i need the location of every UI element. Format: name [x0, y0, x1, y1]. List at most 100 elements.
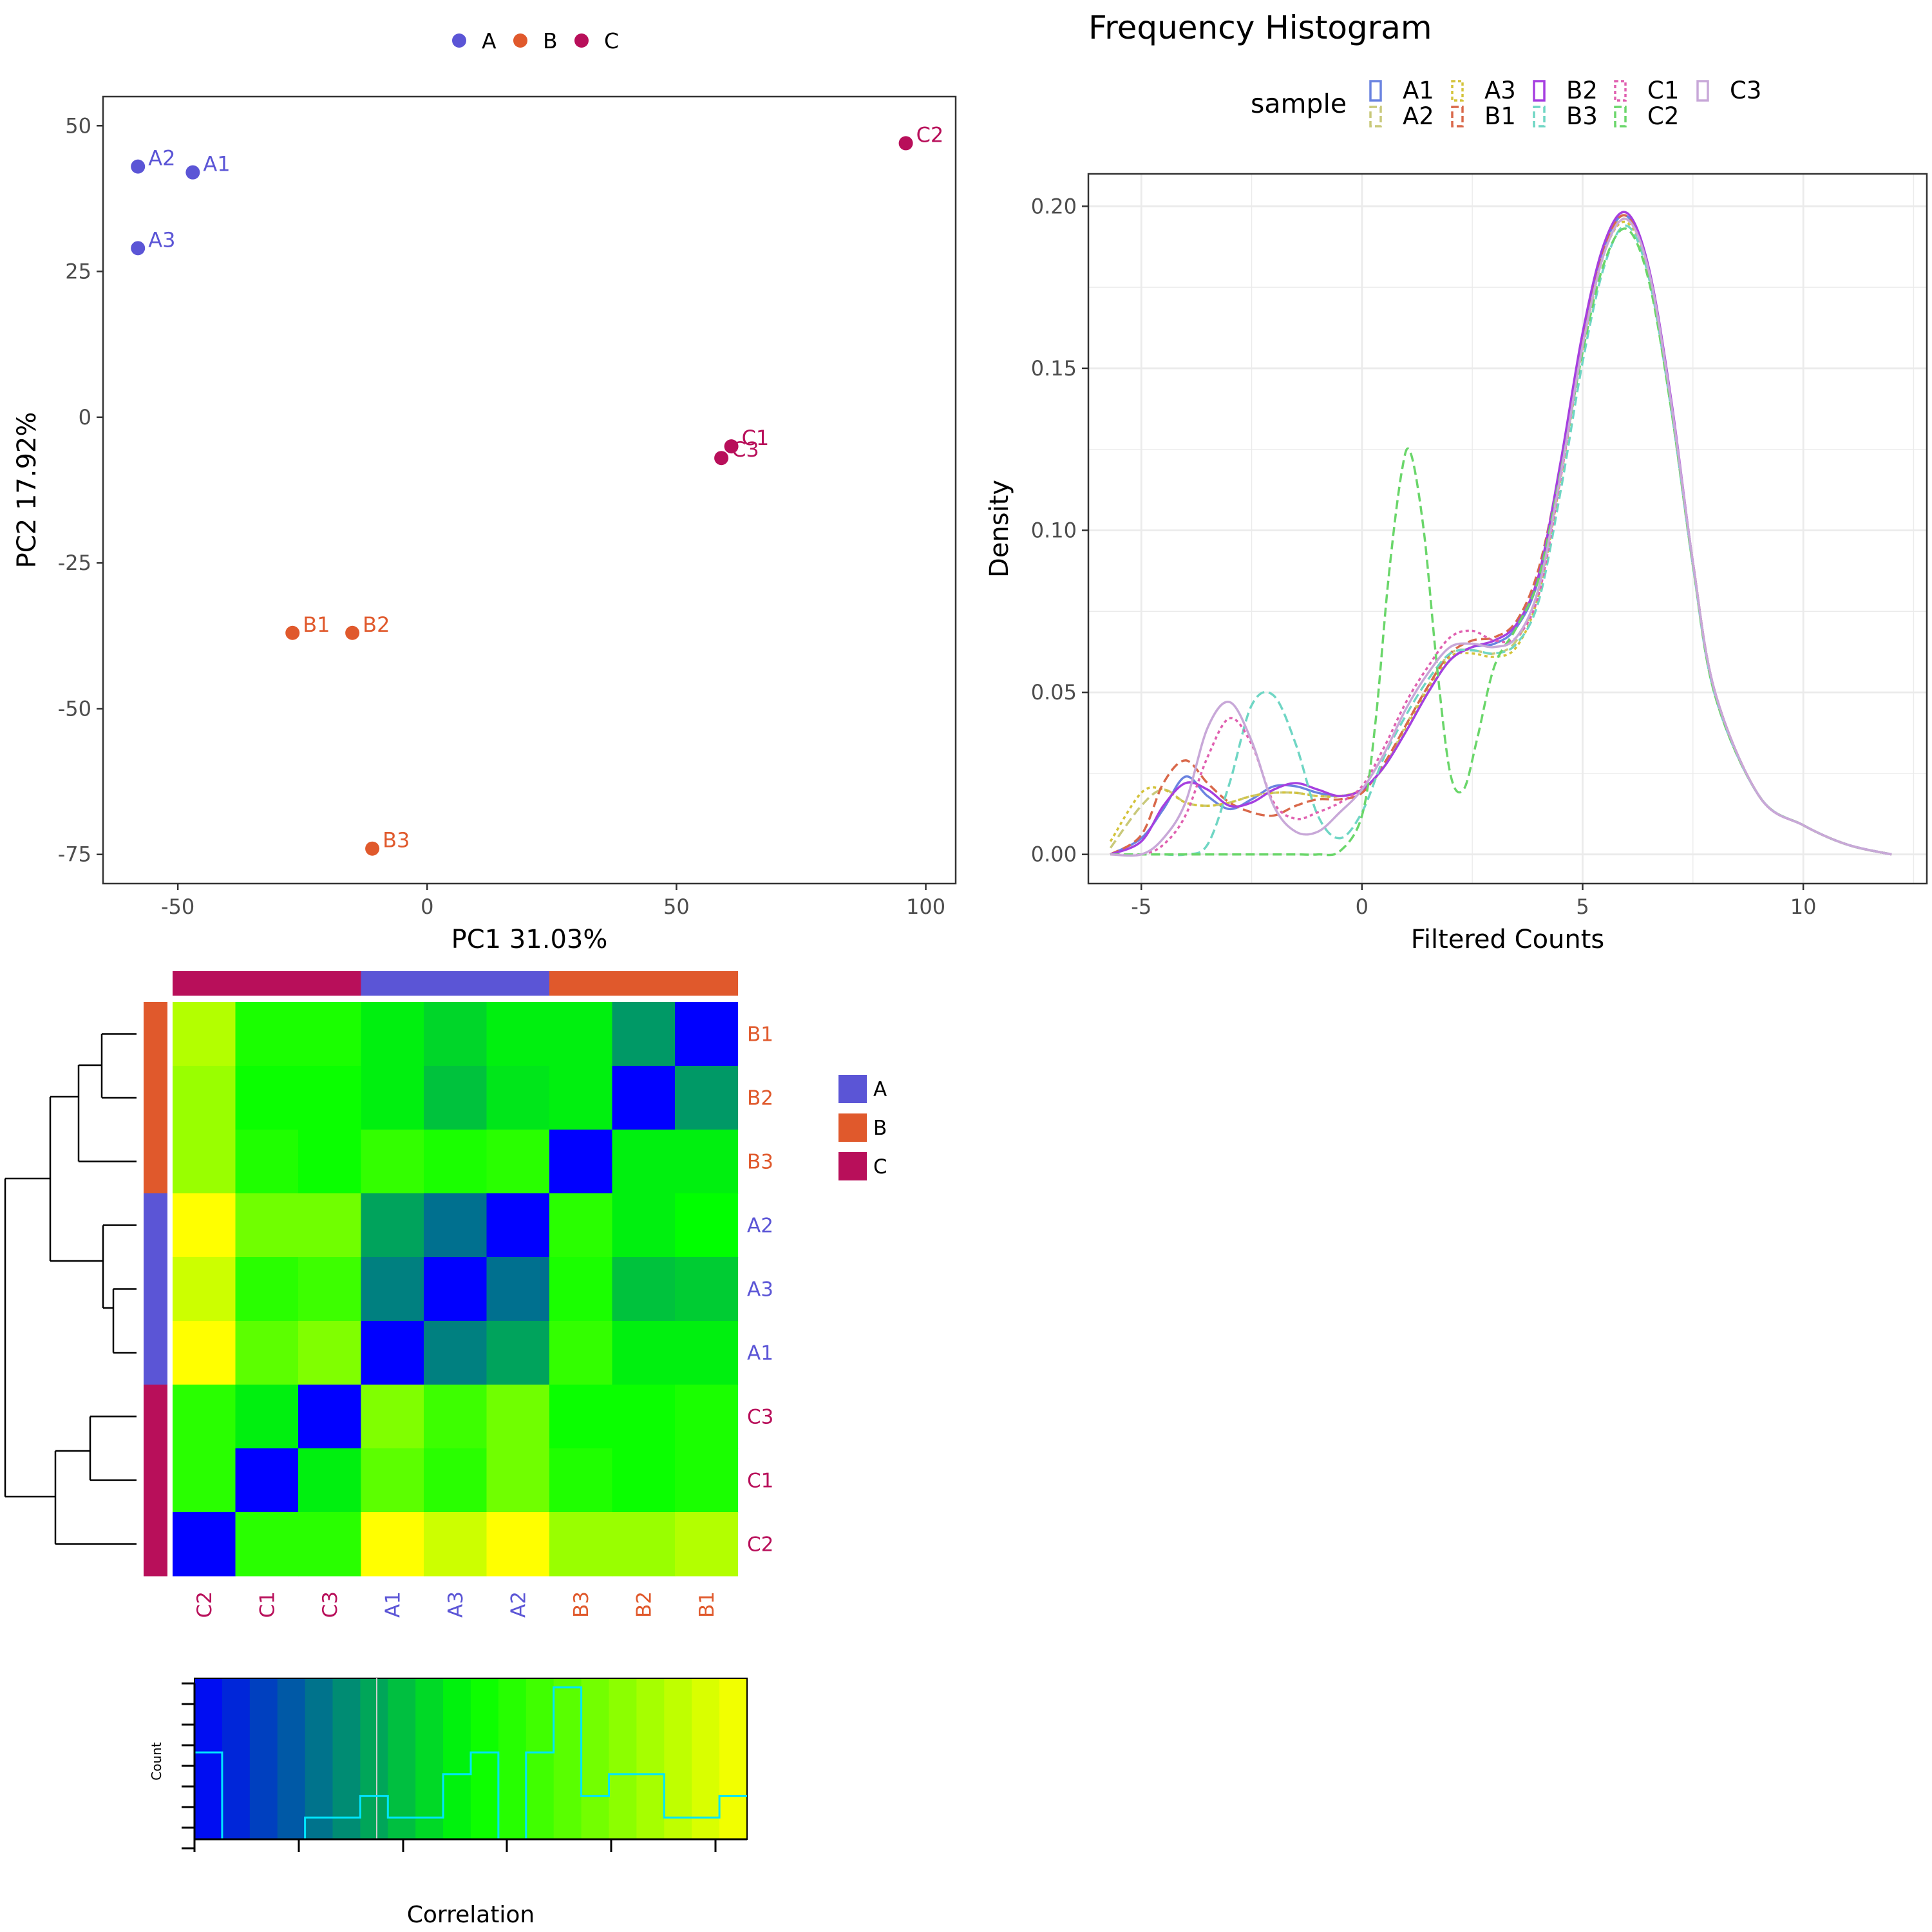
density-legend-label: B2 [1566, 77, 1598, 104]
density-line-c3 [1110, 218, 1892, 857]
column-group-cell [486, 971, 550, 996]
heatmap-cell [361, 1066, 424, 1130]
heatmap-group-legend: ABC [838, 1075, 887, 1180]
density-y-tick-label: 0.20 [1031, 194, 1077, 218]
heatmap-cell [675, 1512, 739, 1577]
density-legend-swatch [1533, 106, 1546, 128]
heatmap-cell [173, 1257, 236, 1321]
pca-point-label: A3 [148, 227, 175, 252]
heatmap-cell [298, 1385, 362, 1449]
color-key-gradient [194, 1678, 748, 1840]
density-y-tick-label: 0.15 [1031, 356, 1077, 381]
density-plot-border [1087, 173, 1928, 885]
color-key-band [609, 1678, 637, 1839]
heatmap-cell [675, 1193, 739, 1258]
heatmap-cell [173, 1385, 236, 1449]
heatmap-cell [424, 1448, 488, 1513]
heatmap-cell [424, 1193, 488, 1258]
density-legend-label: B3 [1566, 102, 1598, 130]
heatmap-row-labels: B1 B2 B3 A2 A3 A1 C3 C1 C2 [747, 1023, 773, 1557]
heatmap-cell [612, 1257, 676, 1321]
color-key-band [222, 1678, 251, 1839]
heatmap-cell [235, 1448, 299, 1513]
row-group-cell [144, 1257, 167, 1321]
pca-y-tick-label: 0 [79, 405, 91, 430]
heatmap-cell [424, 1512, 488, 1577]
column-group-bar [173, 971, 739, 996]
color-key-band [388, 1678, 416, 1839]
column-group-cell [612, 971, 676, 996]
heatmap-cell [298, 1512, 362, 1577]
color-key-band [498, 1678, 527, 1839]
density-legend-label: C2 [1647, 102, 1679, 130]
heatmap-column-label: A3 [444, 1591, 468, 1618]
color-key-histogram [194, 1686, 747, 1841]
heatmap-cell [361, 1512, 424, 1577]
pca-point [285, 625, 300, 640]
color-key-band [249, 1678, 278, 1839]
density-series [1109, 211, 1892, 857]
density-legend-swatch [1696, 80, 1709, 102]
heatmap-cell [235, 1512, 299, 1577]
heatmap-cell [298, 1066, 362, 1130]
color-key-band [664, 1678, 692, 1839]
pca-panel: A B C 50 25 0 -25 -50 -75 -50 0 50 100 A1 A2 A3 B1 B2 B… [12, 28, 957, 954]
density-line-c2 [1110, 227, 1892, 857]
heatmap-legend-label: C [873, 1155, 887, 1179]
heatmap-cell [173, 1130, 236, 1194]
color-key-axes [182, 1682, 747, 1852]
heatmap-cell [298, 1448, 362, 1513]
heatmap-cell [612, 1385, 676, 1449]
row-group-cell [144, 1066, 167, 1130]
heatmap-row-label: B2 [747, 1087, 773, 1110]
color-key-band [581, 1678, 610, 1839]
pca-legend-label: C [604, 28, 619, 53]
heatmap-cell [298, 1321, 362, 1385]
heatmap-column-label: B2 [632, 1591, 656, 1618]
row-group-bar [144, 1002, 167, 1577]
pca-point-label: C2 [916, 122, 944, 147]
pca-point [714, 451, 729, 466]
heatmap-column-label: A1 [381, 1591, 404, 1618]
heatmap-cell [173, 1448, 236, 1513]
heatmap-cell [298, 1002, 362, 1066]
heatmap-cell [486, 1512, 550, 1577]
heatmap-cell [549, 1193, 613, 1258]
color-key-band [692, 1678, 720, 1839]
heatmap-cell [235, 1002, 299, 1066]
pca-x-label: PC1 31.03% [451, 925, 608, 954]
pca-point [131, 241, 146, 256]
heatmap-cell [486, 1448, 550, 1513]
density-y-tick-label: 0.00 [1031, 842, 1077, 867]
density-y-tick-label: 0.10 [1031, 518, 1077, 543]
density-legend-swatch [1614, 80, 1627, 102]
density-legend-swatch [1451, 106, 1464, 128]
heatmap-cell [361, 1130, 424, 1194]
density-x-tick-label: 10 [1790, 895, 1817, 919]
density-title: Frequency Histogram [1088, 9, 1432, 46]
color-key-histogram-line [194, 1686, 747, 1841]
heatmap-cell [361, 1385, 424, 1449]
pca-legend: A B C [452, 28, 619, 53]
heatmap-legend-label: A [873, 1078, 887, 1101]
row-dendrogram [4, 1033, 137, 1545]
heatmap-cell [424, 1321, 488, 1385]
density-x-tick-label: 0 [1356, 895, 1368, 919]
density-legend-title: sample [1251, 88, 1347, 119]
heatmap-cell [361, 1193, 424, 1258]
heatmap-cell [675, 1002, 739, 1066]
pca-y-tick-label: -50 [58, 696, 91, 721]
color-key-band [636, 1678, 665, 1839]
heatmap-legend-swatch [838, 1152, 867, 1180]
heatmap-cell [361, 1002, 424, 1066]
row-group-cell [144, 1130, 167, 1194]
heatmap-cell [235, 1130, 299, 1194]
heatmap-cell [173, 1512, 236, 1577]
heatmap-cell [612, 1512, 676, 1577]
density-x-axis: -5 0 5 10 [1131, 884, 1816, 919]
pca-point-label: B1 [303, 612, 330, 637]
heatmap-cell [486, 1257, 550, 1321]
